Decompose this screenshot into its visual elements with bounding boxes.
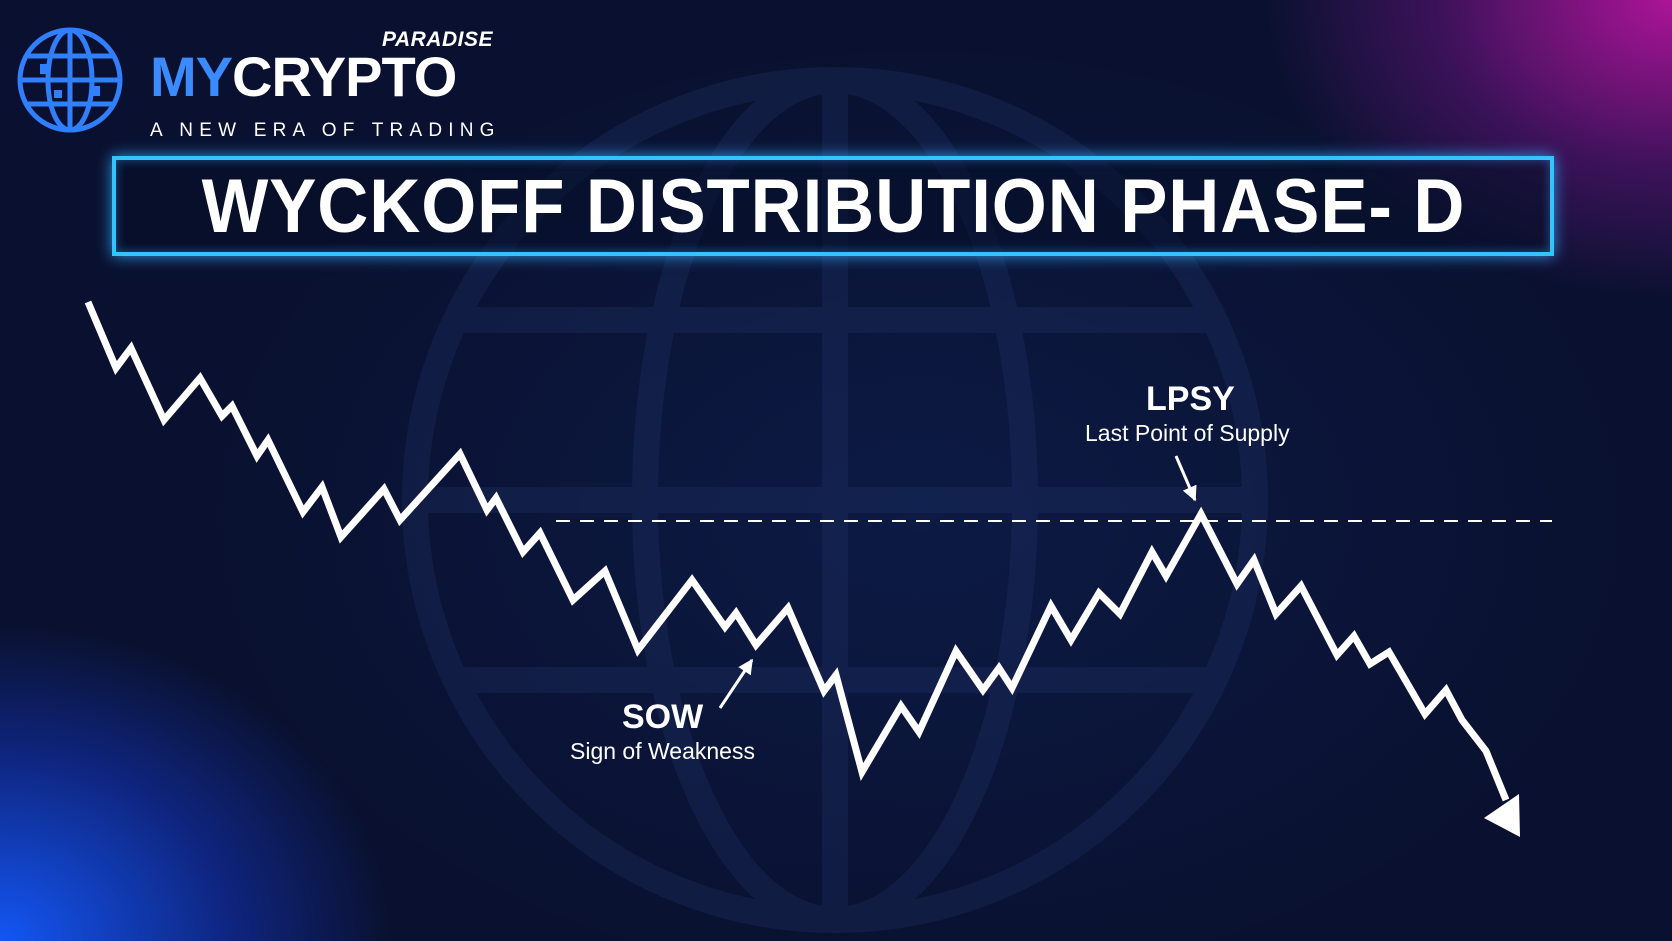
lpsy-label: LPSY xyxy=(1146,380,1235,418)
page-title: WYCKOFF DISTRIBUTION PHASE- D xyxy=(201,163,1465,249)
lpsy-pointer-arrow xyxy=(1174,455,1197,502)
sow-description: Sign of Weakness xyxy=(570,738,755,764)
logo-brand-name: MYCRYPTO xyxy=(150,45,457,108)
globe-icon xyxy=(17,27,123,133)
logo-paradise-text: PARADISE xyxy=(382,28,493,51)
brand-logo: PARADISE MYCRYPTO A NEW ERA OF TRADING xyxy=(14,24,494,141)
sow-label: SOW xyxy=(622,698,704,736)
price-zigzag-line xyxy=(84,300,1510,802)
lpsy-description: Last Point of Supply xyxy=(1085,420,1290,446)
downtrend-arrowhead-icon xyxy=(1484,794,1520,837)
title-banner: WYCKOFF DISTRIBUTION PHASE- D xyxy=(112,156,1554,256)
logo-tagline: A NEW ERA OF TRADING xyxy=(150,120,501,141)
sow-pointer-arrow xyxy=(718,658,754,709)
logo-brand-part2: CRYPTO xyxy=(232,45,457,108)
logo-brand-part1: MY xyxy=(150,45,233,108)
